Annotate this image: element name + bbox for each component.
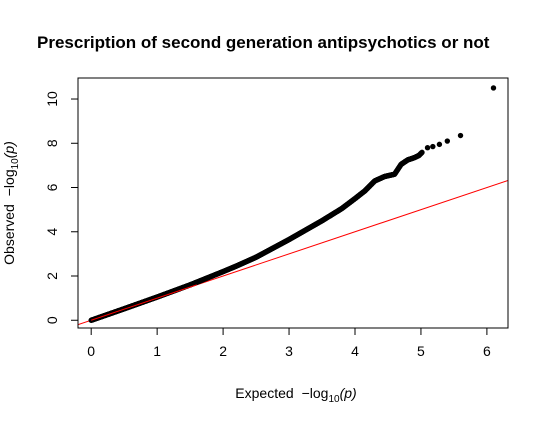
qq-point-tail: [424, 144, 431, 151]
y-tick-label: 6: [44, 183, 60, 191]
x-tick-label: 4: [351, 343, 359, 359]
x-tick-label: 6: [483, 343, 491, 359]
qq-point-tail: [490, 85, 497, 91]
x-tick-label: 2: [219, 343, 227, 359]
null-expectation-overlay: [91, 284, 197, 321]
x-tick-label: 3: [285, 343, 293, 359]
y-tick-label: 0: [44, 316, 60, 324]
y-axis-label-argument: (p): [1, 141, 17, 158]
x-axis-label-minus: −: [302, 385, 310, 401]
y-axis: 0 2 4 6 8 10: [44, 91, 78, 324]
y-tick-label: 10: [44, 91, 60, 107]
y-axis-label-prefix: Observed: [1, 200, 17, 265]
y-tick-label: 2: [44, 272, 60, 280]
x-tick-label: 0: [87, 343, 95, 359]
y-axis-label-log: log: [1, 169, 17, 188]
y-axis-label-subscript: 10: [10, 158, 21, 170]
x-axis-label-argument: (p): [340, 385, 357, 401]
qq-point-tail: [457, 132, 464, 139]
plot-area: [78, 85, 508, 326]
x-axis-label: Expected −log10(p): [235, 385, 356, 405]
y-axis-label-minus: −: [1, 188, 17, 196]
qq-point-tail: [436, 141, 443, 148]
qq-point-tail: [430, 143, 436, 150]
qq-point: [419, 149, 425, 156]
x-tick-label: 1: [153, 343, 161, 359]
plot-frame: [77, 77, 509, 329]
y-tick-label: 4: [44, 228, 60, 236]
qq-point-tail: [444, 138, 451, 144]
x-tick-label: 5: [417, 343, 425, 359]
x-axis-label-log: log: [310, 385, 329, 401]
chart-title: Prescription of second generation antips…: [37, 33, 490, 52]
x-axis-label-subscript: 10: [328, 394, 340, 405]
y-tick-label: 8: [44, 139, 60, 147]
x-axis-label-prefix: Expected: [235, 385, 297, 401]
y-axis-label: Observed −log10(p): [1, 141, 21, 265]
x-axis: 0 1 2 3 4 5 6: [87, 328, 491, 359]
